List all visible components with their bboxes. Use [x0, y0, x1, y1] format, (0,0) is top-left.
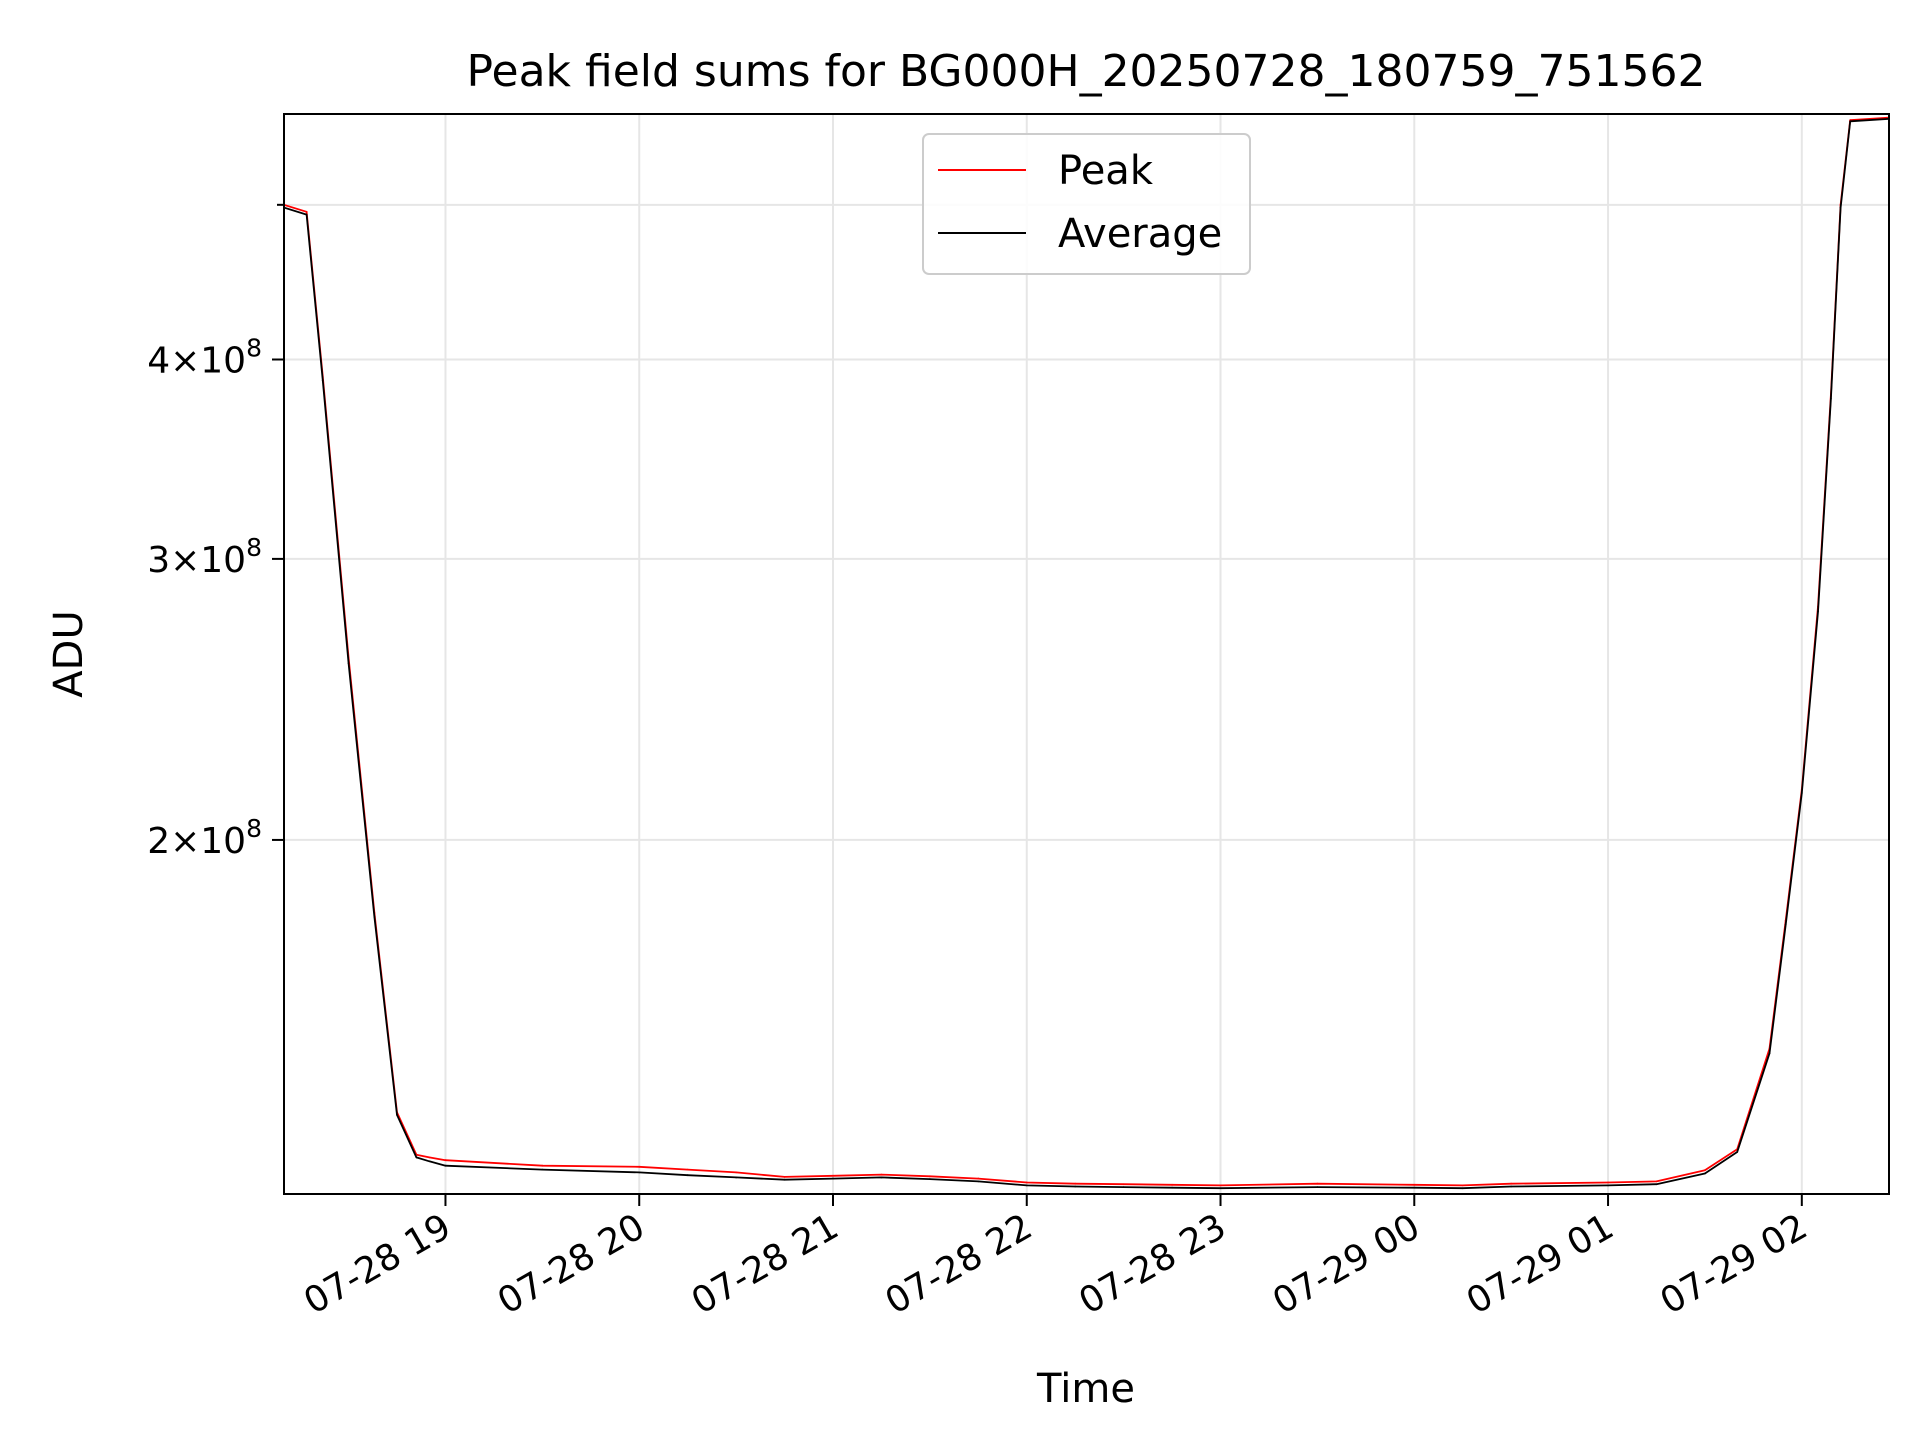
data-point-average	[1800, 792, 1803, 794]
data-point-average	[1829, 397, 1832, 400]
grid-lines	[284, 114, 1889, 1194]
data-point-peak	[977, 1177, 980, 1180]
data-point-average	[428, 1160, 431, 1163]
data-point-peak	[1704, 1169, 1706, 1172]
y-tick-mantissa: 3	[147, 540, 170, 581]
data-point-average	[1074, 1185, 1077, 1188]
x-tick-label: 07-29 01	[1460, 1206, 1621, 1322]
data-point-average	[444, 1164, 447, 1167]
data-point-average	[1122, 1186, 1125, 1189]
data-point-average	[541, 1168, 544, 1171]
data-point-average	[880, 1176, 883, 1179]
data-point-average	[638, 1171, 641, 1174]
y-tick-times: ×	[170, 540, 200, 581]
data-point-average	[1413, 1186, 1416, 1189]
data-point-average	[1849, 120, 1852, 123]
data-point-peak	[880, 1173, 883, 1176]
y-tick-label: 2×108	[147, 814, 262, 862]
data-point-peak	[1122, 1183, 1125, 1186]
x-tick-label: 07-28 21	[685, 1206, 846, 1322]
series-line-average	[284, 118, 1889, 1190]
y-axis-label: ADU	[46, 610, 92, 697]
series-line-peak	[284, 116, 1889, 1187]
y-tick-mantissa: 2	[147, 821, 170, 862]
data-point-peak	[638, 1165, 641, 1168]
data-point-average	[1736, 1151, 1739, 1153]
legend: Peak Average	[922, 133, 1251, 275]
data-point-average	[415, 1156, 418, 1159]
data-point-peak	[1510, 1182, 1513, 1185]
data-point-peak	[1413, 1183, 1416, 1186]
data-point-peak	[428, 1156, 431, 1159]
legend-label-average: Average	[1058, 211, 1222, 257]
y-tick-mantissa: 4	[147, 340, 170, 381]
y-tick-label: 4×108	[147, 333, 262, 381]
series-layer	[284, 116, 1889, 1190]
y-tick-base: 10	[200, 540, 246, 581]
y-tick-exponent: 8	[246, 814, 262, 843]
data-point-peak	[1316, 1182, 1319, 1185]
y-tick-base: 10	[200, 821, 246, 862]
data-point-peak	[783, 1175, 786, 1178]
data-point-average	[735, 1176, 738, 1179]
data-point-average	[1219, 1187, 1222, 1190]
y-tick-times: ×	[170, 821, 200, 862]
data-point-average	[1704, 1172, 1706, 1175]
x-axis: 07-28 19 07-28 20 07-28 21 07-28 22 07-28 23…	[297, 1194, 1814, 1323]
y-tick-base: 10	[200, 340, 246, 381]
data-point-average	[396, 1114, 398, 1116]
legend-label-peak: Peak	[1058, 148, 1154, 194]
data-point-average	[928, 1178, 931, 1181]
data-point-average	[1817, 610, 1819, 613]
data-point-peak	[832, 1174, 834, 1177]
data-point-average	[321, 379, 324, 382]
x-tick-label: 07-28 20	[491, 1206, 652, 1322]
chart-title: Peak field sums for BG000H_20250728_1807…	[467, 46, 1706, 97]
x-tick-label: 07-29 00	[1266, 1206, 1427, 1322]
data-point-average	[373, 915, 376, 918]
x-tick-label: 07-28 19	[297, 1206, 458, 1322]
data-point-average	[1655, 1183, 1658, 1186]
data-point-average	[305, 213, 308, 216]
x-tick-label: 07-28 23	[1072, 1206, 1233, 1322]
y-tick-times: ×	[170, 340, 200, 381]
data-point-average	[1784, 923, 1787, 926]
data-point-average	[1839, 206, 1842, 209]
data-point-peak	[1025, 1181, 1028, 1184]
data-point-average	[1768, 1052, 1771, 1055]
data-point-peak	[686, 1168, 689, 1171]
data-point-peak	[1171, 1183, 1173, 1186]
data-point-average	[1316, 1186, 1319, 1189]
data-point-peak	[735, 1171, 738, 1174]
y-tick-exponent: 8	[246, 533, 262, 562]
y-tick-exponent: 8	[246, 333, 262, 362]
y-tick-label: 3×108	[147, 533, 262, 581]
data-point-peak	[1655, 1180, 1658, 1183]
data-point-peak	[1074, 1182, 1077, 1185]
plot-frame	[283, 113, 1890, 1195]
data-point-average	[1461, 1187, 1464, 1190]
data-point-peak	[1219, 1184, 1222, 1187]
data-point-average	[1171, 1186, 1173, 1189]
data-point-average	[783, 1178, 786, 1181]
data-point-average	[1025, 1184, 1028, 1187]
data-point-average	[347, 662, 350, 665]
data-point-peak	[1607, 1181, 1609, 1184]
data-point-peak	[541, 1164, 544, 1167]
data-point-peak	[305, 210, 308, 213]
x-tick-label: 07-29 02	[1654, 1206, 1815, 1322]
data-point-average	[832, 1177, 834, 1180]
data-point-peak	[444, 1159, 447, 1162]
x-tick-label: 07-28 22	[879, 1206, 1040, 1322]
data-point-average	[1607, 1184, 1609, 1187]
x-axis-label: Time	[1036, 1366, 1135, 1412]
data-point-peak	[928, 1175, 931, 1178]
data-point-average	[1510, 1185, 1513, 1188]
data-point-average	[686, 1174, 689, 1177]
data-point-peak	[1461, 1184, 1464, 1187]
data-point-average	[977, 1180, 980, 1183]
